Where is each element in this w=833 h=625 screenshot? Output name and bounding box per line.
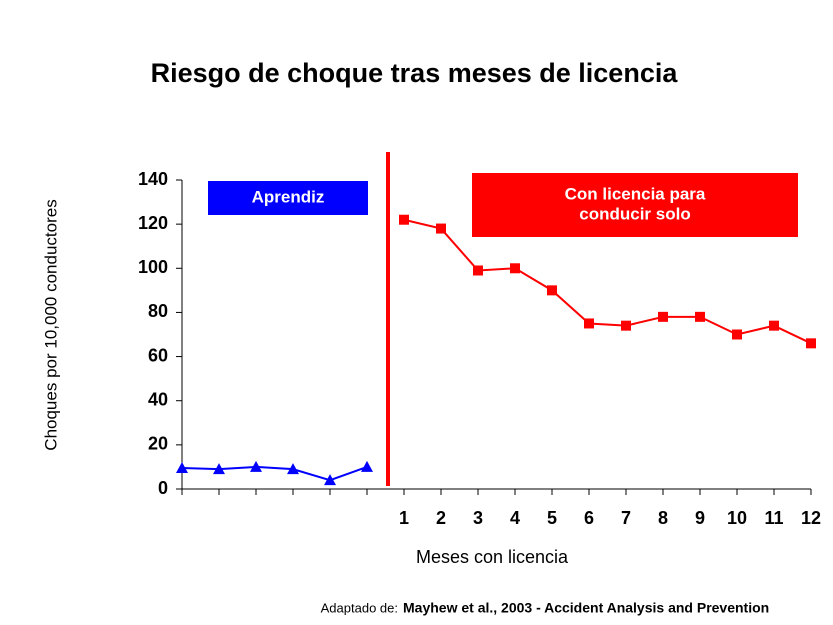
x-tick-label: 2 bbox=[436, 508, 446, 528]
source-text: Mayhew et al., 2003 - Accident Analysis … bbox=[403, 600, 769, 616]
series-line bbox=[181, 465, 368, 482]
point bbox=[769, 320, 779, 331]
annotation-text: conducir solo bbox=[579, 204, 690, 223]
point bbox=[436, 223, 446, 234]
point bbox=[473, 265, 483, 276]
point bbox=[806, 338, 816, 349]
point bbox=[621, 320, 631, 331]
annotation-box bbox=[208, 181, 368, 215]
y-tick-label: 60 bbox=[148, 345, 168, 365]
point bbox=[287, 463, 299, 475]
point bbox=[584, 318, 594, 329]
annotation-text: Aprendiz bbox=[252, 187, 325, 206]
x-axis-label: Meses con licencia bbox=[416, 547, 569, 567]
point bbox=[250, 460, 262, 472]
x-tick-label: 6 bbox=[584, 508, 594, 528]
y-tick-label: 0 bbox=[158, 478, 168, 498]
annotation-text: Con licencia para bbox=[565, 184, 706, 203]
y-tick-label: 20 bbox=[148, 434, 168, 454]
point bbox=[213, 463, 225, 475]
x-tick-label: 5 bbox=[547, 508, 557, 528]
x-tick-label: 9 bbox=[695, 508, 705, 528]
x-tick-label: 4 bbox=[510, 508, 520, 528]
annotation-box bbox=[472, 173, 798, 237]
point bbox=[510, 263, 520, 274]
point bbox=[732, 329, 742, 340]
y-tick-label: 100 bbox=[138, 257, 168, 277]
chart-title: Riesgo de choque tras meses de licencia bbox=[151, 58, 679, 88]
point bbox=[547, 285, 557, 296]
y-tick-label: 80 bbox=[148, 301, 168, 321]
y-tick-label: 140 bbox=[138, 169, 168, 189]
x-tick-label: 11 bbox=[764, 508, 783, 528]
y-axis-label: Choques por 10,000 conductores bbox=[41, 199, 60, 450]
point bbox=[695, 311, 705, 322]
x-tick-label: 7 bbox=[621, 508, 631, 528]
point bbox=[658, 311, 668, 322]
point bbox=[361, 460, 373, 472]
y-tick-label: 120 bbox=[138, 213, 168, 233]
source-prefix: Adaptado de: bbox=[321, 600, 398, 615]
x-tick-label: 3 bbox=[473, 508, 483, 528]
y-tick-label: 40 bbox=[148, 389, 168, 409]
x-tick-label: 1 bbox=[399, 508, 409, 528]
series-line bbox=[403, 218, 812, 345]
point bbox=[399, 214, 409, 225]
x-tick-label: 8 bbox=[658, 508, 668, 528]
x-tick-label: 10 bbox=[727, 508, 747, 528]
point bbox=[176, 462, 188, 474]
point bbox=[324, 474, 336, 486]
x-tick-label: 12 bbox=[801, 508, 821, 528]
